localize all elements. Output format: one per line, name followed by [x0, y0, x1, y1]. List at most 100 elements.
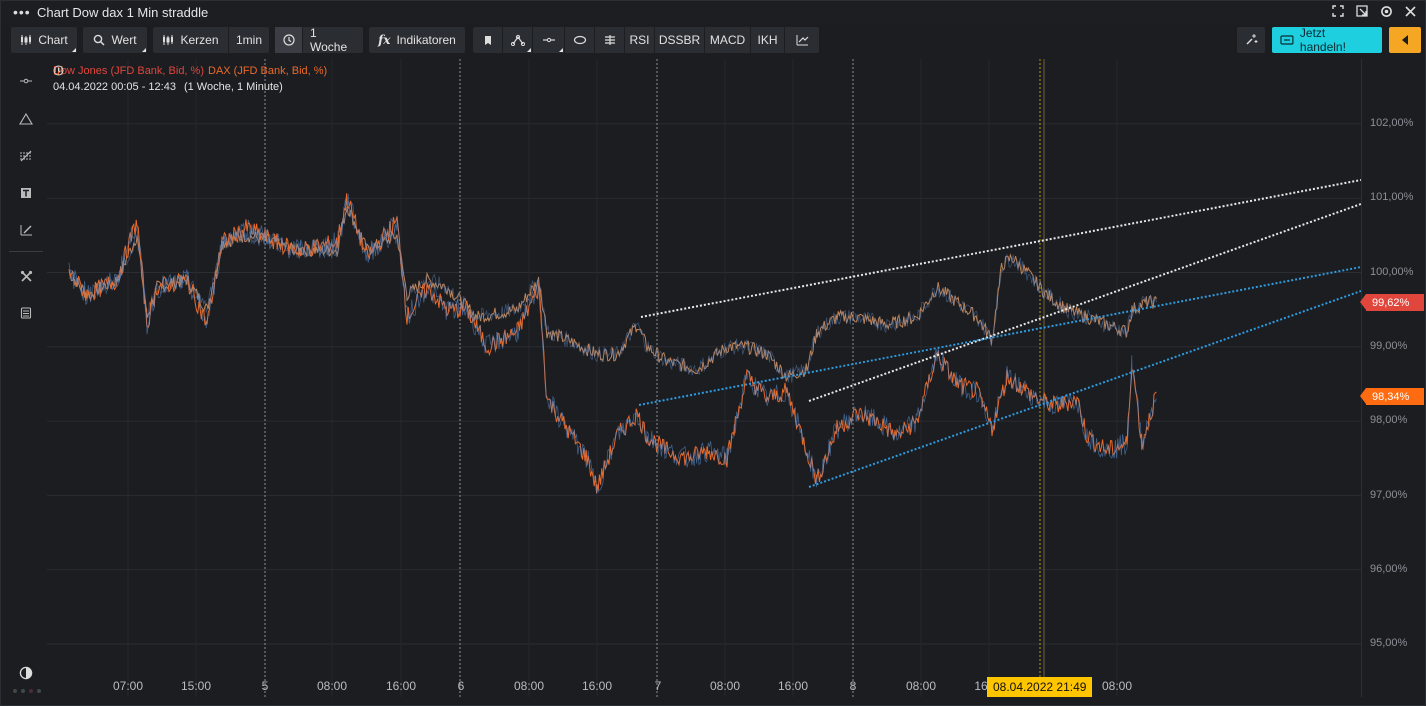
indicators-label: Indikatoren [396, 33, 456, 47]
horizontal-line-button[interactable] [533, 27, 565, 53]
window-title: Chart Dow dax 1 Min straddle [37, 4, 209, 20]
trendline-blue-upper [638, 266, 1361, 406]
y-axis[interactable]: 102,00% 101,00% 100,00% 99,00% 98,00% 97… [1360, 59, 1425, 697]
trade-now-button[interactable]: Jetzt handeln! [1272, 26, 1382, 54]
layers-button[interactable] [16, 303, 36, 323]
chart-type-button[interactable]: Chart [11, 27, 77, 53]
trendline-tool-button[interactable] [503, 27, 533, 53]
dax-series-line [68, 193, 1157, 494]
drawing-indicator-group: RSI DSSBR MACD IKH [473, 27, 819, 53]
period-label: 1 Woche [310, 26, 348, 54]
period-group: 1 Woche [275, 26, 363, 54]
ikh-label: IKH [757, 33, 778, 47]
crosshair-time-label: 08.04.2022 21:49 [987, 677, 1093, 697]
drawing-sidebar [5, 61, 47, 697]
panel-toggle-button[interactable] [1389, 27, 1421, 53]
layers-icon [20, 307, 32, 319]
trendline-white-upper [640, 179, 1361, 318]
custom-indicator-button[interactable] [785, 27, 819, 53]
x-tick: 08:00 [709, 679, 741, 693]
x-tick: 15:00 [180, 679, 212, 693]
popout-icon[interactable] [1355, 4, 1369, 18]
trendline-white-lower [808, 203, 1361, 402]
x-tick: 08:00 [905, 679, 937, 693]
text-tool[interactable] [16, 183, 36, 203]
candles-button[interactable]: Kerzen [153, 27, 229, 53]
bookmark-button[interactable] [473, 27, 503, 53]
fullscreen-icon[interactable] [1331, 4, 1345, 18]
trendline-blue-lower [808, 290, 1361, 488]
chart-canvas[interactable] [47, 59, 1361, 697]
tools-button[interactable] [16, 266, 36, 286]
tools-icon [20, 270, 32, 282]
pen-tool[interactable] [16, 220, 36, 240]
legend-range-detail: (1 Woche, 1 Minute) [183, 81, 283, 93]
x-tick: 5 [261, 679, 269, 693]
dow-jones-series-line [68, 207, 1158, 383]
period-button[interactable]: 1 Woche [303, 26, 363, 54]
legend-range: 04.04.2022 00:05 - 12:43 [53, 81, 176, 93]
fibonacci-icon [604, 35, 615, 45]
x-tick: 16 [974, 679, 988, 693]
chart-plot-area[interactable]: Dow Jones (JFD Bank, Bid, %) DAX (JFD Ba… [47, 59, 1361, 697]
x-tick: 8 [849, 679, 857, 693]
sidebar-divider [9, 251, 43, 252]
legend-series-dow[interactable]: Dow Jones (JFD Bank, Bid, %) [53, 65, 204, 77]
fx-icon: fx [378, 33, 391, 47]
rsi-button[interactable]: RSI [625, 27, 655, 53]
clock-button[interactable] [275, 27, 303, 53]
fib-icon [20, 150, 32, 162]
candles-label: Kerzen [180, 33, 219, 47]
value-search-button[interactable]: Wert [83, 27, 147, 53]
y-tick: 95,00% [1370, 637, 1408, 649]
x-tick: 16:00 [385, 679, 417, 693]
y-tick: 102,00% [1370, 117, 1414, 129]
ticket-icon [1280, 35, 1294, 45]
fibonacci-tool-button[interactable] [595, 27, 625, 53]
title-bar: ••• Chart Dow dax 1 Min straddle [1, 1, 1425, 23]
magic-button[interactable] [1237, 27, 1265, 53]
settings-icon[interactable] [1379, 4, 1393, 18]
ikh-button[interactable]: IKH [751, 27, 785, 53]
x-tick: 16:00 [777, 679, 809, 693]
dow-last-value-badge: 99,62% [1360, 294, 1424, 311]
theme-toggle[interactable] [16, 663, 36, 683]
crosshair-icon [20, 78, 32, 84]
value-label: Wert [111, 33, 137, 47]
legend-series-dax[interactable]: DAX (JFD Bank, Bid, %) [208, 65, 328, 77]
interval-button[interactable]: 1min [229, 27, 269, 53]
ellipse-tool-button[interactable] [565, 27, 595, 53]
close-icon[interactable] [1403, 4, 1417, 18]
contrast-icon [19, 666, 33, 680]
x-tick: 08:00 [513, 679, 545, 693]
bookmark-icon [484, 35, 491, 45]
y-tick: 98,00% [1370, 414, 1408, 426]
dssbr-button[interactable]: DSSBR [655, 27, 705, 53]
candles-icon [21, 35, 32, 45]
macd-button[interactable]: MACD [705, 27, 751, 53]
horizontal-line-icon [542, 37, 555, 43]
channel-tool[interactable] [16, 146, 36, 166]
y-tick: 96,00% [1370, 563, 1408, 575]
y-tick: 97,00% [1370, 489, 1408, 501]
x-tick: 7 [654, 679, 662, 693]
shape-tool[interactable] [16, 109, 36, 129]
x-tick: 07:00 [112, 679, 144, 693]
dssbr-label: DSSBR [658, 33, 701, 47]
indicators-button[interactable]: fx Indikatoren [369, 27, 465, 53]
macd-label: MACD [709, 33, 746, 47]
pen-icon [20, 225, 32, 236]
toolbar: Chart Wert Kerzen 1min 1 Woche [1, 26, 1425, 55]
y-tick: 100,00% [1370, 266, 1414, 278]
chevron-left-icon [1402, 35, 1408, 45]
ellipse-icon [573, 35, 586, 45]
x-tick: 6 [457, 679, 465, 693]
candlestick-icon [163, 35, 174, 45]
crosshair-tool[interactable] [16, 71, 36, 91]
y-tick: 101,00% [1370, 191, 1414, 203]
menu-dots-icon[interactable]: ••• [13, 4, 31, 20]
status-dots [13, 689, 41, 693]
pen-chart-icon [796, 35, 808, 46]
x-tick: 16:00 [581, 679, 613, 693]
